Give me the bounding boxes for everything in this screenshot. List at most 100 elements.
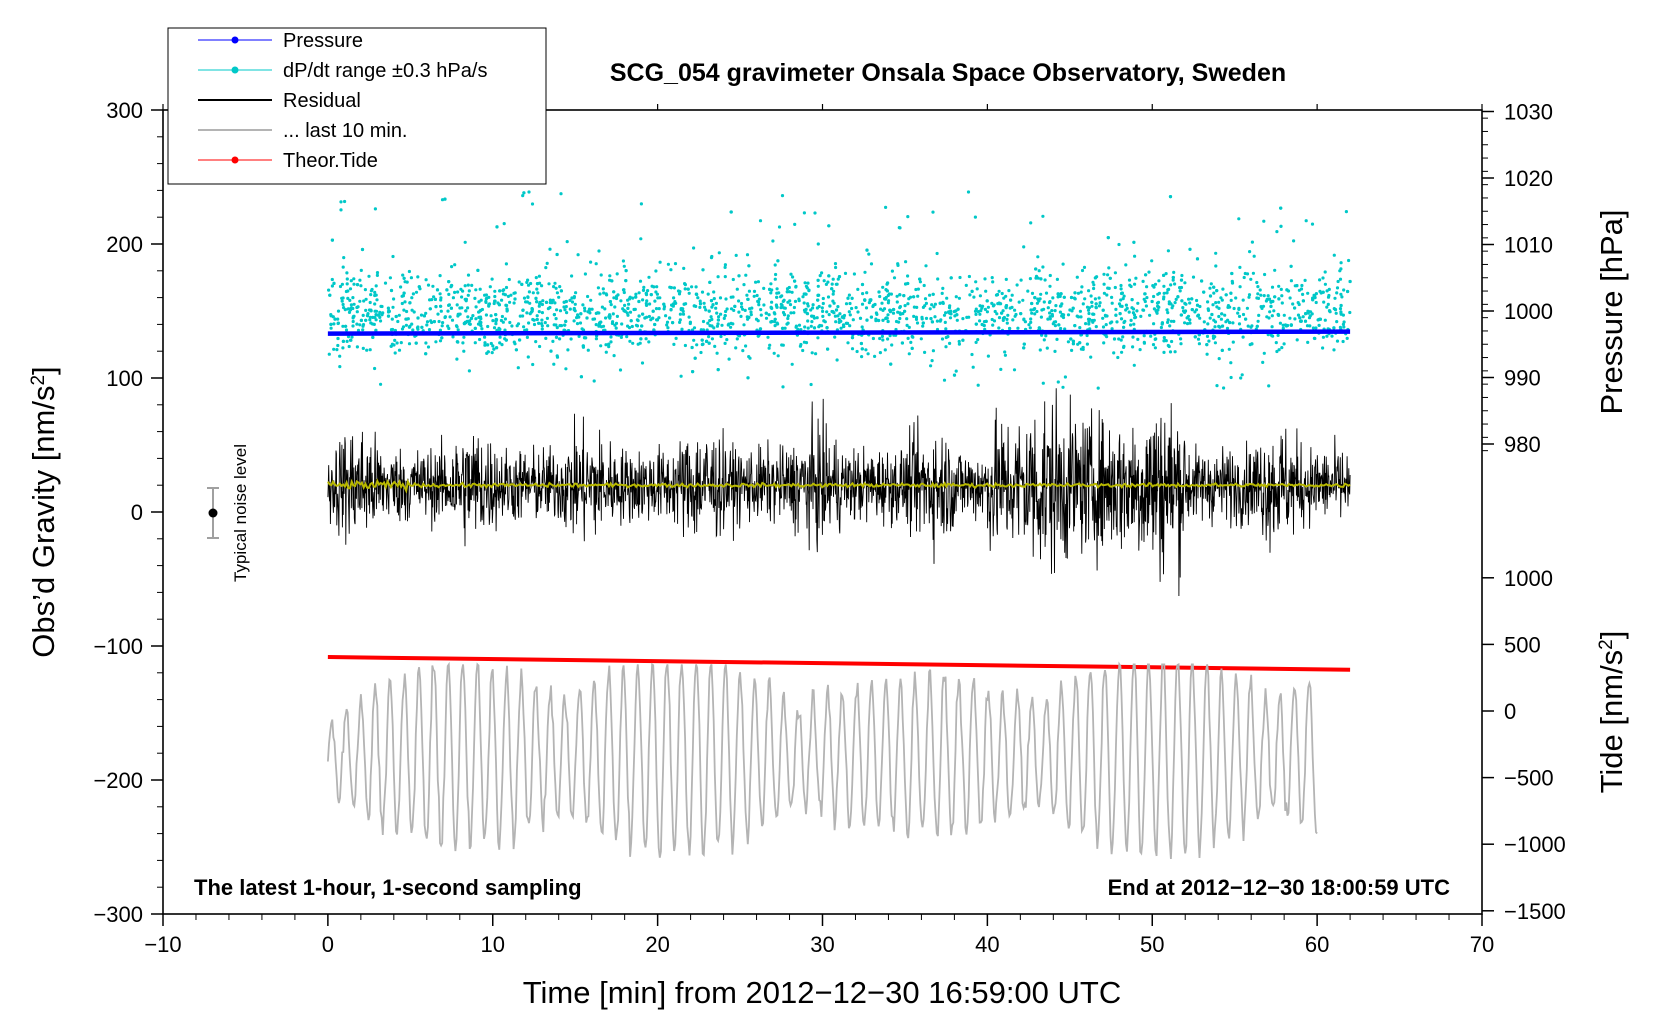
dpdt-point bbox=[696, 296, 700, 300]
dpdt-point bbox=[494, 322, 498, 326]
dpdt-point bbox=[839, 319, 843, 323]
dpdt-point bbox=[803, 292, 807, 296]
dpdt-point bbox=[1130, 306, 1134, 310]
dpdt-point bbox=[612, 296, 616, 300]
dpdt-point bbox=[860, 325, 864, 329]
dpdt-point bbox=[355, 310, 359, 314]
dpdt-point bbox=[1345, 336, 1349, 340]
dpdt-point bbox=[450, 283, 454, 288]
dpdt-point bbox=[885, 289, 889, 293]
dpdt-point bbox=[890, 343, 894, 347]
dpdt-point bbox=[355, 283, 360, 287]
dpdt-point bbox=[361, 313, 365, 317]
dpdt-point bbox=[478, 315, 483, 319]
dpdt-point bbox=[1166, 249, 1170, 253]
dpdt-point bbox=[1257, 313, 1261, 317]
dpdt-point bbox=[375, 298, 379, 302]
dpdt-point bbox=[692, 246, 696, 250]
dpdt-point bbox=[747, 355, 751, 359]
dpdt-point bbox=[769, 291, 773, 295]
dpdt-point bbox=[336, 317, 340, 321]
dpdt-point bbox=[451, 335, 455, 339]
dpdt-point bbox=[1133, 282, 1137, 286]
dpdt-point bbox=[1101, 325, 1106, 329]
dpdt-point bbox=[1165, 291, 1169, 295]
dpdt-point bbox=[1179, 313, 1183, 317]
dpdt-point bbox=[1029, 308, 1033, 312]
dpdt-point bbox=[341, 296, 345, 300]
dpdt-point bbox=[1162, 273, 1166, 277]
dpdt-point bbox=[826, 347, 830, 351]
dpdt-point bbox=[597, 249, 601, 253]
dpdt-point bbox=[554, 335, 559, 339]
dpdt-point bbox=[1250, 240, 1254, 244]
dpdt-point bbox=[339, 200, 343, 204]
dpdt-point bbox=[348, 287, 353, 291]
dpdt-point bbox=[532, 322, 537, 327]
dpdt-point bbox=[710, 254, 714, 259]
dpdt-point bbox=[604, 292, 608, 296]
dpdt-point bbox=[608, 316, 612, 320]
dpdt-point bbox=[634, 323, 639, 327]
dpdt-point bbox=[945, 296, 949, 300]
dpdt-point bbox=[400, 301, 404, 306]
dpdt-point bbox=[888, 308, 892, 312]
dpdt-point bbox=[1162, 350, 1166, 354]
dpdt-point bbox=[1082, 265, 1087, 269]
dpdt-point bbox=[1282, 342, 1286, 346]
dpdt-point bbox=[1314, 300, 1318, 305]
dpdt-point bbox=[1090, 318, 1094, 323]
dpdt-point bbox=[345, 339, 349, 343]
dpdt-point bbox=[1277, 284, 1281, 288]
dpdt-point bbox=[558, 309, 563, 313]
dpdt-point bbox=[1033, 296, 1037, 300]
dpdt-point bbox=[955, 313, 959, 317]
dpdt-point bbox=[1283, 323, 1288, 327]
x-tick-label: 0 bbox=[322, 932, 334, 957]
dpdt-point bbox=[1083, 297, 1087, 301]
tide-tick-label: −1500 bbox=[1504, 899, 1566, 924]
x-tick-label: 30 bbox=[810, 932, 834, 957]
dpdt-point bbox=[1012, 368, 1017, 372]
dpdt-point bbox=[815, 316, 819, 320]
dpdt-point bbox=[1241, 312, 1246, 317]
pressure-tick-label: 1020 bbox=[1504, 166, 1553, 191]
dpdt-point bbox=[1195, 303, 1200, 307]
dpdt-point bbox=[666, 326, 670, 330]
dpdt-point bbox=[817, 304, 821, 309]
dpdt-point bbox=[599, 273, 603, 277]
dpdt-point bbox=[1219, 317, 1223, 321]
dpdt-point bbox=[768, 287, 772, 291]
dpdt-point bbox=[552, 313, 557, 317]
dpdt-point bbox=[935, 251, 939, 256]
dpdt-point bbox=[520, 282, 524, 286]
dpdt-point bbox=[757, 303, 761, 307]
dpdt-point bbox=[948, 316, 953, 320]
dpdt-point bbox=[609, 303, 613, 307]
dpdt-point bbox=[1188, 301, 1192, 305]
dpdt-point bbox=[1255, 296, 1259, 300]
dpdt-point bbox=[871, 336, 876, 341]
dpdt-point bbox=[352, 314, 356, 318]
dpdt-point bbox=[484, 313, 488, 317]
dpdt-point bbox=[1307, 316, 1312, 320]
dpdt-point bbox=[724, 309, 728, 314]
dpdt-point bbox=[971, 365, 975, 369]
dpdt-point bbox=[809, 324, 813, 328]
dpdt-point bbox=[682, 302, 686, 306]
dpdt-point bbox=[521, 194, 525, 198]
dpdt-point bbox=[1339, 261, 1343, 265]
dpdt-point bbox=[615, 314, 620, 318]
dpdt-point bbox=[466, 306, 470, 310]
dpdt-point bbox=[1187, 297, 1191, 301]
dpdt-point bbox=[564, 305, 568, 309]
dpdt-point bbox=[1056, 380, 1060, 384]
legend-label: Residual bbox=[283, 90, 361, 112]
dpdt-point bbox=[1280, 301, 1284, 305]
dpdt-point bbox=[1213, 325, 1217, 329]
dpdt-point bbox=[1073, 324, 1077, 328]
pressure-tick-label: 1010 bbox=[1504, 233, 1553, 258]
dpdt-point bbox=[781, 385, 785, 389]
dpdt-point bbox=[461, 341, 465, 345]
dpdt-point bbox=[332, 347, 336, 351]
